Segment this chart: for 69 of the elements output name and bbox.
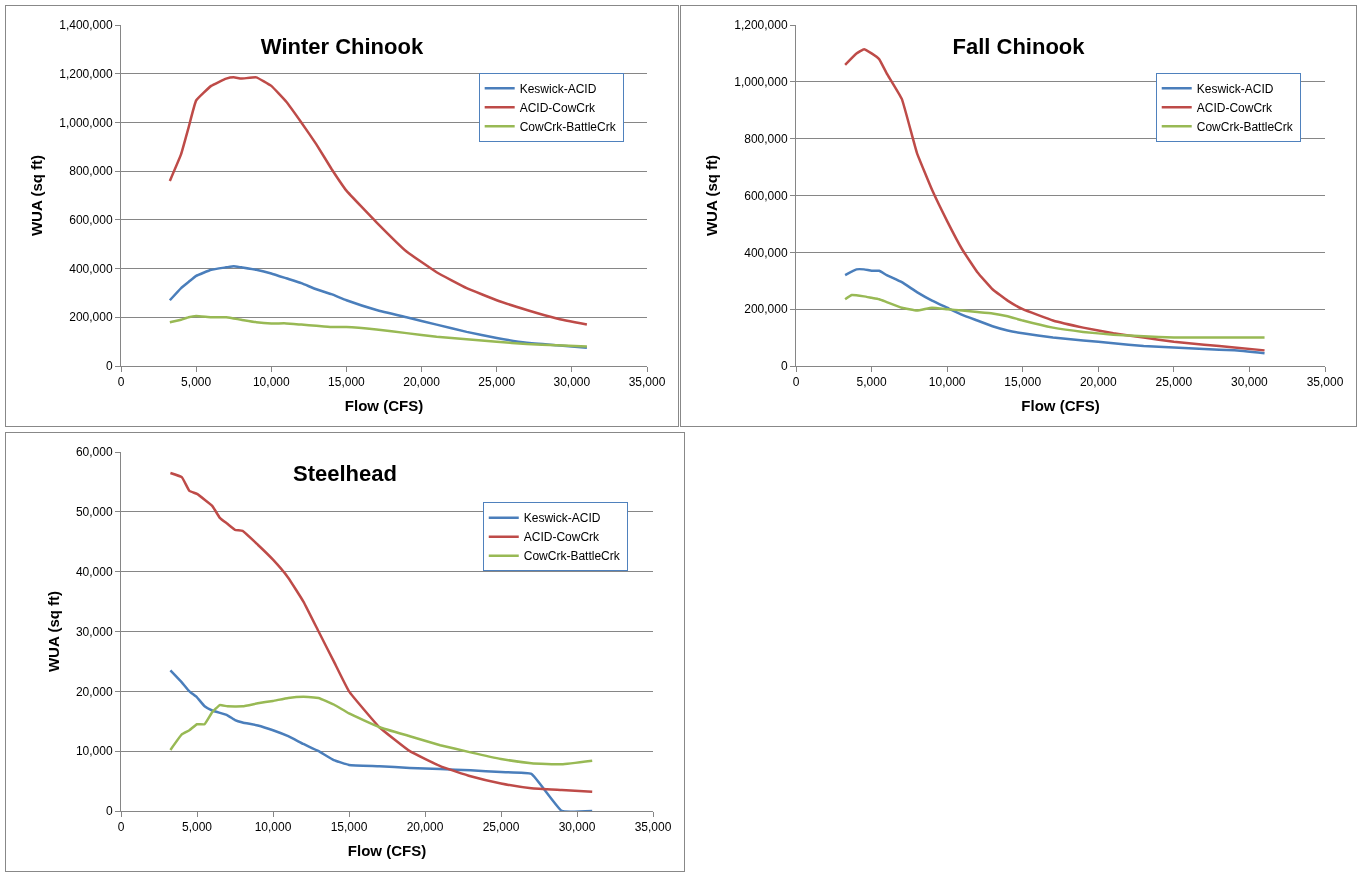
x-tick-label: 15,000 [1004, 375, 1042, 390]
y-tick-label: 800,000 [744, 131, 788, 146]
legend-label: ACID-CowCrk [523, 530, 601, 545]
y-tick-label: 0 [780, 359, 788, 374]
y-tick-label: 60,000 [75, 445, 113, 460]
y-tick-label: 200,000 [744, 302, 788, 317]
legend-label: ACID-CowCrk [519, 100, 597, 115]
y-tick-label: 400,000 [69, 261, 113, 276]
x-tick-label: 30,000 [1231, 375, 1269, 390]
x-tick-label: 20,000 [403, 375, 441, 390]
y-tick-label: 1,200,000 [59, 66, 113, 81]
y-tick-label: 1,400,000 [59, 18, 113, 33]
line-series [843, 268, 1266, 355]
line-series [169, 669, 594, 811]
x-tick-label: 25,000 [478, 375, 516, 390]
legend-label: CowCrk-BattleCrk [523, 549, 621, 564]
x-tick-label: 35,000 [1306, 375, 1344, 390]
x-tick-label: 10,000 [252, 375, 290, 390]
legend-label: Keswick-ACID [1196, 81, 1274, 96]
x-tick-label: 10,000 [928, 375, 966, 390]
y-tick-label: 50,000 [75, 505, 113, 520]
x-tick-label: 35,000 [628, 375, 666, 390]
y-tick-label: 800,000 [69, 164, 113, 179]
legend-label: Keswick-ACID [519, 81, 597, 96]
x-tick-label: 0 [117, 375, 125, 390]
x-tick-label: 5,000 [181, 820, 213, 835]
y-axis-title: WUA (sq ft) [45, 590, 63, 673]
legend-label: Keswick-ACID [523, 511, 601, 526]
y-tick-label: 0 [105, 804, 113, 819]
x-tick-label: 5,000 [181, 375, 212, 390]
y-tick-label: 1,200,000 [734, 18, 788, 33]
legend-label: CowCrk-BattleCrk [519, 119, 617, 134]
y-axis-title: WUA (sq ft) [28, 154, 46, 237]
line-series [168, 314, 589, 348]
y-tick-label: 200,000 [69, 310, 113, 325]
x-tick-label: 25,000 [482, 820, 520, 835]
y-axis-title: WUA (sq ft) [703, 154, 721, 237]
y-tick-label: 0 [105, 359, 113, 374]
x-axis-title: Flow (CFS) [347, 842, 427, 860]
x-tick-label: 20,000 [406, 820, 444, 835]
y-tick-label: 600,000 [744, 188, 788, 203]
x-tick-label: 5,000 [856, 375, 887, 390]
x-tick-label: 10,000 [254, 820, 292, 835]
x-tick-label: 0 [792, 375, 800, 390]
legend-label: CowCrk-BattleCrk [1196, 119, 1294, 134]
x-axis-title: Flow (CFS) [344, 397, 424, 415]
x-tick-label: 0 [117, 820, 125, 835]
y-tick-label: 40,000 [75, 564, 113, 579]
x-tick-label: 30,000 [553, 375, 591, 390]
x-tick-label: 15,000 [328, 375, 366, 390]
x-tick-label: 25,000 [1155, 375, 1193, 390]
x-axis-title: Flow (CFS) [1021, 397, 1100, 415]
y-tick-label: 20,000 [75, 684, 113, 699]
y-tick-label: 1,000,000 [734, 75, 788, 90]
y-tick-label: 30,000 [75, 624, 113, 639]
chart-title: Winter Chinook [260, 33, 424, 59]
chart-title: Fall Chinook [952, 33, 1086, 59]
line-series [169, 695, 594, 766]
y-tick-label: 400,000 [744, 245, 788, 260]
x-tick-label: 20,000 [1079, 375, 1117, 390]
y-tick-label: 1,000,000 [59, 115, 113, 130]
x-tick-label: 30,000 [558, 820, 596, 835]
x-tick-label: 15,000 [330, 820, 368, 835]
x-tick-label: 35,000 [634, 820, 672, 835]
y-tick-label: 600,000 [69, 213, 113, 228]
y-tick-label: 10,000 [75, 744, 113, 759]
legend-label: ACID-CowCrk [1196, 100, 1274, 115]
line-series [843, 293, 1266, 339]
chart-title: Steelhead [293, 460, 397, 486]
